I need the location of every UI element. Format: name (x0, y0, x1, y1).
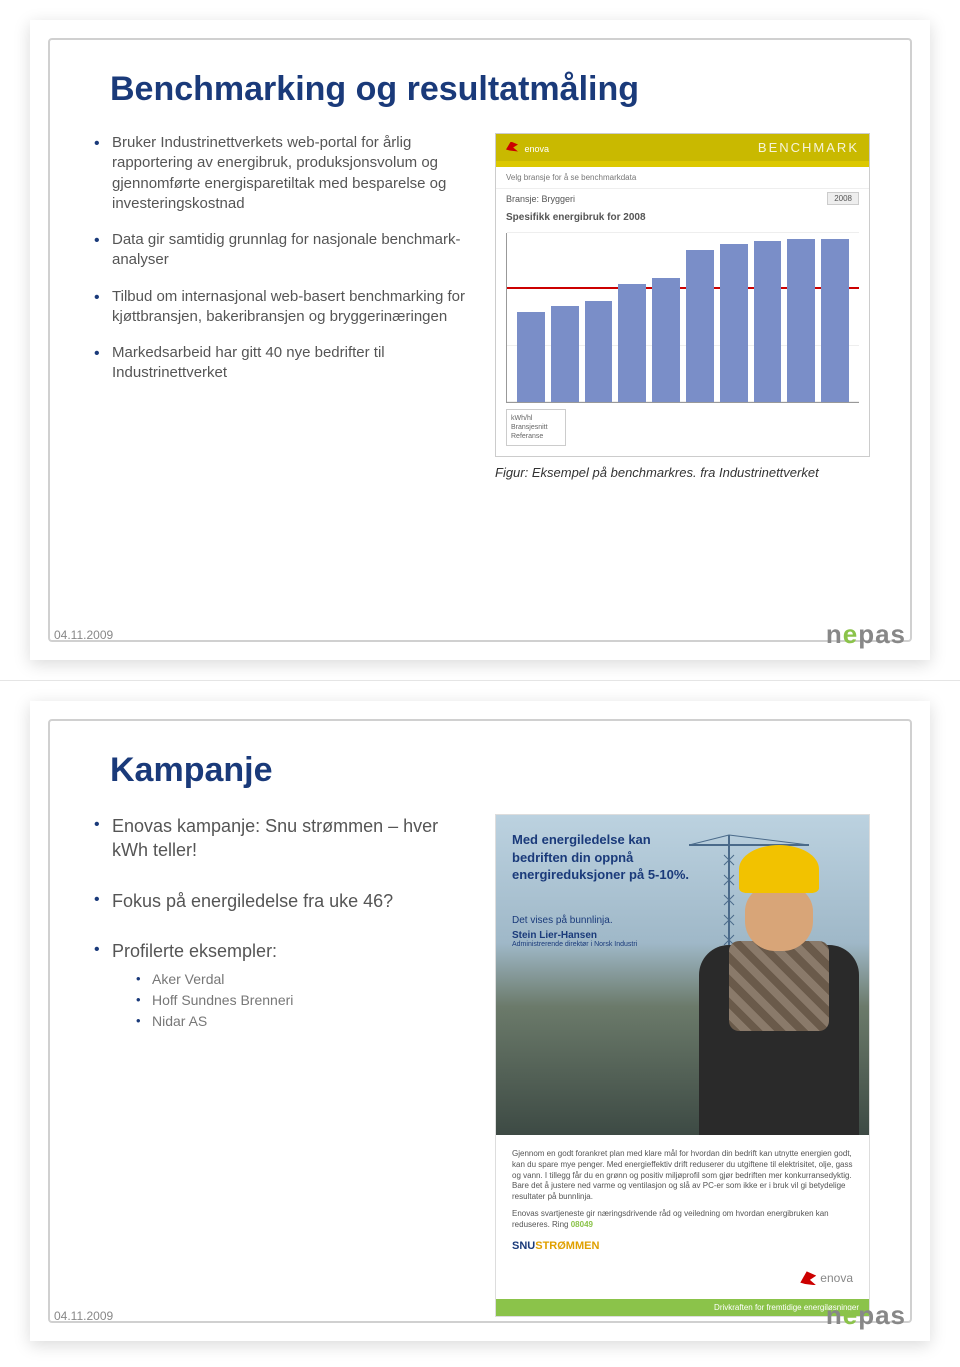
sub-bullet-item: Aker Verdal (134, 969, 465, 990)
chart-bar (821, 239, 849, 402)
bullet-item: Tilbud om internasjonal web-basert bench… (90, 287, 465, 328)
chart-bar (517, 312, 545, 402)
ad-footer: enova (496, 1263, 869, 1299)
chart-meta-desc: Velg bransje for å se benchmarkdata (496, 167, 869, 189)
ad-person-role: Administrerende direktør i Norsk Industr… (512, 941, 637, 948)
slide-footer: 04.11.2009 nepas (54, 1300, 906, 1331)
bullet-item: Data gir samtidig grunnlag for nasjonale… (90, 230, 465, 271)
helmet-icon (739, 845, 819, 893)
enova-logo-text: enova (820, 1271, 853, 1285)
chart-branch-label: Bransje: Bryggeri (506, 194, 575, 204)
ad-headline-l2: bedriften din oppnå (512, 849, 689, 867)
legend-item: kWh/hl (511, 414, 561, 423)
chart-bar (652, 278, 680, 402)
chart-period-pill: 2008 (827, 192, 859, 205)
bullet-item: Bruker Industrinettverkets web-portal fo… (90, 133, 465, 214)
chart-header: enova BENCHMARK (496, 134, 869, 161)
columns: Bruker Industrinettverkets web-portal fo… (90, 133, 870, 480)
footer-date: 04.11.2009 (54, 1309, 113, 1323)
ad-sub-line: Det vises på bunnlinja. (512, 915, 637, 926)
slide-kampanje: Kampanje Enovas kampanje: Snu strømmen –… (30, 701, 930, 1341)
nepas-logo: nepas (826, 1300, 906, 1331)
bullet-item: Fokus på energiledelse fra uke 46? (90, 889, 465, 913)
bullet-item: Enovas kampanje: Snu strømmen – hver kWh… (90, 814, 465, 863)
person-scarf (729, 941, 829, 1031)
sub-bullet-item: Hoff Sundnes Brenneri (134, 990, 465, 1011)
bullet-item: Profilerte eksempler: Aker Verdal Hoff S… (90, 939, 465, 1032)
enova-swoosh-icon (506, 142, 518, 152)
ad-subtext: Det vises på bunnlinja. Stein Lier-Hanse… (512, 915, 637, 948)
person-illustration (679, 845, 859, 1135)
slide-title: Kampanje (110, 751, 870, 790)
figure-caption: Figur: Eksempel på benchmarkres. fra Ind… (495, 465, 870, 480)
col-right: Med energiledelse kan bedriften din oppn… (495, 814, 870, 1317)
bullet-list: Bruker Industrinettverkets web-portal fo… (90, 133, 465, 384)
enova-swoosh-icon (800, 1271, 816, 1285)
ad-photo: Med energiledelse kan bedriften din oppn… (496, 815, 869, 1135)
slide-inner: Kampanje Enovas kampanje: Snu strømmen –… (48, 719, 912, 1323)
sub-bullet-item: Nidar AS (134, 1011, 465, 1032)
ad-person-name: Stein Lier-Hansen (512, 930, 637, 941)
chart-header-right: BENCHMARK (758, 140, 859, 155)
chart-bar (686, 250, 714, 402)
ad-body-p2: Enovas svartjeneste gir næringsdrivende … (512, 1209, 853, 1231)
chart-bar (618, 284, 646, 402)
ad-body-p1: Gjennom en godt forankret plan med klare… (512, 1149, 853, 1203)
columns: Enovas kampanje: Snu strømmen – hver kWh… (90, 814, 870, 1317)
ad-body: Gjennom en godt forankret plan med klare… (496, 1135, 869, 1263)
chart-brand-text: enova (525, 144, 550, 154)
chart-bars (517, 233, 849, 402)
ad-brand: SNUSTRØMMEN (512, 1239, 853, 1254)
chart-legend: kWh/hl Bransjesnitt Referanse (506, 409, 566, 446)
slide-benchmarking: Benchmarking og resultatmåling Bruker In… (30, 20, 930, 660)
chart-bar (754, 241, 782, 402)
legend-item: Bransjesnitt (511, 423, 561, 432)
chart-title-row: Spesifikk energibruk for 2008 (496, 208, 869, 227)
chart-bar (551, 306, 579, 402)
chart-meta-row: Bransje: Bryggeri 2008 (496, 189, 869, 208)
campaign-ad: Med energiledelse kan bedriften din oppn… (495, 814, 870, 1317)
footer-date: 04.11.2009 (54, 628, 113, 642)
person-face (745, 885, 813, 951)
slide-footer: 04.11.2009 nepas (54, 619, 906, 650)
chart-plot (506, 233, 859, 403)
ad-body-p2-text: Enovas svartjeneste gir næringsdrivende … (512, 1209, 829, 1229)
legend-item: Referanse (511, 432, 561, 441)
ad-phone: 08049 (571, 1220, 593, 1229)
chart-bar (720, 244, 748, 402)
col-left: Enovas kampanje: Snu strømmen – hver kWh… (90, 814, 465, 1317)
chart-bar (585, 301, 613, 402)
bullet-list: Enovas kampanje: Snu strømmen – hver kWh… (90, 814, 465, 1032)
nepas-logo: nepas (826, 619, 906, 650)
col-right: enova BENCHMARK Velg bransje for å se be… (495, 133, 870, 480)
chart-bar (787, 239, 815, 402)
ad-headline-l1: Med energiledelse kan (512, 831, 689, 849)
enova-logo: enova (800, 1271, 853, 1285)
sub-bullet-list: Aker Verdal Hoff Sundnes Brenneri Nidar … (112, 969, 465, 1032)
benchmark-chart-widget: enova BENCHMARK Velg bransje for å se be… (495, 133, 870, 457)
bullet-item: Markedsarbeid har gitt 40 nye bedrifter … (90, 343, 465, 384)
ad-headline-l3: energireduksjoner på 5-10%. (512, 866, 689, 884)
slide-title: Benchmarking og resultatmåling (110, 70, 870, 109)
page-divider (0, 680, 960, 681)
ad-headline: Med energiledelse kan bedriften din oppn… (512, 831, 689, 884)
chart-brand: enova (506, 142, 549, 154)
bullet-text: Profilerte eksempler: (112, 941, 277, 961)
col-left: Bruker Industrinettverkets web-portal fo… (90, 133, 465, 480)
slide-inner: Benchmarking og resultatmåling Bruker In… (48, 38, 912, 642)
